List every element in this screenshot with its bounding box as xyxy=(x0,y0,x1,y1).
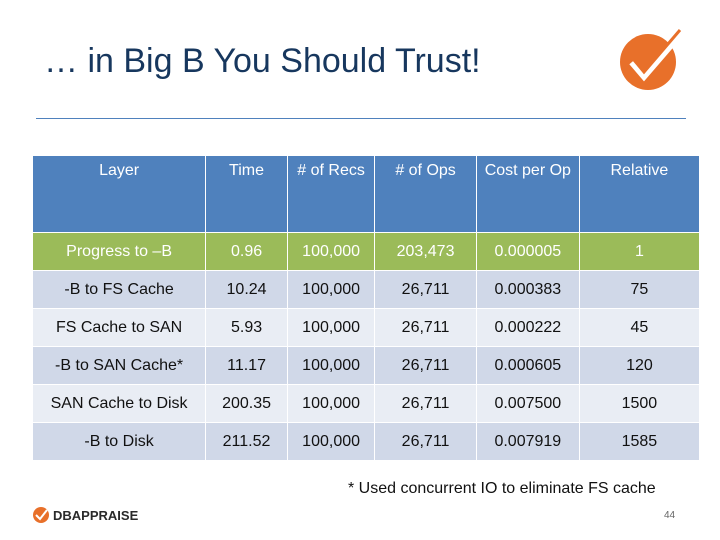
table-cell: 0.96 xyxy=(205,232,288,271)
table-row: SAN Cache to Disk 200.35 100,000 26,711 0.00… xyxy=(31,384,701,423)
footnote: * Used concurrent IO to eliminate FS cac… xyxy=(348,480,656,497)
column-header: # of Recs xyxy=(286,155,376,233)
column-header: Layer xyxy=(31,155,207,233)
table-cell: 211.52 xyxy=(205,422,288,461)
table-cell: 1500 xyxy=(578,384,701,423)
logo-icon xyxy=(33,507,49,523)
table-cell: 0.007500 xyxy=(475,384,580,423)
table-cell: 203,473 xyxy=(374,232,477,271)
title-rule xyxy=(36,118,686,119)
slide-title: … in Big B You Should Trust! xyxy=(44,42,481,80)
table-cell: 0.000222 xyxy=(475,308,580,347)
table-cell: 1585 xyxy=(578,422,701,461)
check-logo xyxy=(620,29,685,90)
logo-text: DBAPPRAISE xyxy=(53,507,139,523)
table-cell: 0.000005 xyxy=(475,232,580,271)
column-header: Cost per Op xyxy=(475,155,580,233)
table-cell: -B to SAN Cache* xyxy=(31,346,207,385)
table-cell: 26,711 xyxy=(374,308,477,347)
table-row: -B to SAN Cache* 11.17 100,000 26,711 0.0006… xyxy=(31,346,701,385)
header-row: Layer Time # of Recs # of Ops Cost per Op Rel… xyxy=(31,155,701,233)
table-cell: 5.93 xyxy=(205,308,288,347)
table-cell: FS Cache to SAN xyxy=(31,308,207,347)
table-cell: Progress to –B xyxy=(31,232,207,271)
table-cell: 100,000 xyxy=(286,422,376,461)
table-cell: -B to Disk xyxy=(31,422,207,461)
column-header: Time xyxy=(205,155,288,233)
table-row: Progress to –B 0.96 100,000 203,473 0.000005… xyxy=(31,232,701,271)
table-cell: 1 xyxy=(578,232,701,271)
column-header: Relative xyxy=(578,155,701,233)
table-cell: 200.35 xyxy=(205,384,288,423)
table-cell: 26,711 xyxy=(374,270,477,309)
table-cell: 26,711 xyxy=(374,384,477,423)
table-cell: 120 xyxy=(578,346,701,385)
table-cell: 0.000605 xyxy=(475,346,580,385)
data-table: Layer Time # of Recs # of Ops Cost per Op Rel… xyxy=(31,155,701,461)
table-cell: 75 xyxy=(578,270,701,309)
table-cell: 100,000 xyxy=(286,232,376,271)
table-cell: 0.000383 xyxy=(475,270,580,309)
table-cell: 100,000 xyxy=(286,308,376,347)
table-row: FS Cache to SAN 5.93 100,000 26,711 0.000222… xyxy=(31,308,701,347)
table-row: -B to FS Cache 10.24 100,000 26,711 0.000383… xyxy=(31,270,701,309)
table-row: -B to Disk 211.52 100,000 26,711 0.007919 158… xyxy=(31,422,701,461)
table-cell: 100,000 xyxy=(286,270,376,309)
table-cell: 26,711 xyxy=(374,346,477,385)
table-cell: -B to FS Cache xyxy=(31,270,207,309)
table-cell: 100,000 xyxy=(286,384,376,423)
page-number: 44 xyxy=(664,510,676,521)
table-cell: SAN Cache to Disk xyxy=(31,384,207,423)
company-logo: DBAPPRAISE xyxy=(32,506,138,524)
table-cell: 45 xyxy=(578,308,701,347)
column-header: # of Ops xyxy=(374,155,477,233)
table-cell: 10.24 xyxy=(205,270,288,309)
table-cell: 11.17 xyxy=(205,346,288,385)
table-cell: 26,711 xyxy=(374,422,477,461)
table-cell: 0.007919 xyxy=(475,422,580,461)
table-cell: 100,000 xyxy=(286,346,376,385)
